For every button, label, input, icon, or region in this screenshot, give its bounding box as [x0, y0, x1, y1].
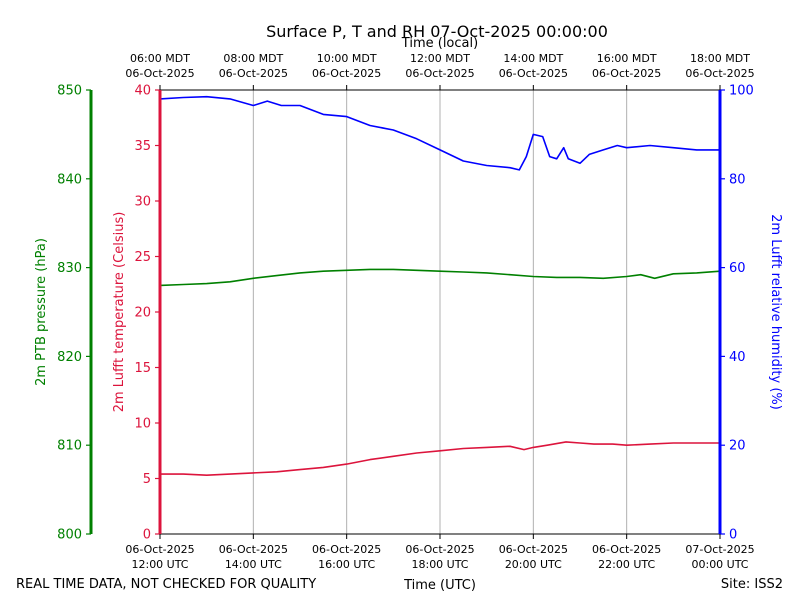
- temperature-series-line: [160, 441, 720, 476]
- x-top-tick-date: 06-Oct-2025: [312, 67, 381, 80]
- humidity-tick-label: 80: [729, 172, 746, 187]
- humidity-tick-label: 40: [729, 350, 746, 365]
- pressure-tick-label: 800: [57, 528, 82, 543]
- x-bottom-tick-date: 06-Oct-2025: [125, 543, 194, 556]
- x-top-tick-time: 18:00 MDT: [690, 52, 750, 65]
- pressure-axis-label: 2m PTB pressure (hPa): [34, 238, 49, 386]
- x-bottom-tick-date: 07-Oct-2025: [685, 543, 754, 556]
- x-top-tick-date: 06-Oct-2025: [219, 67, 288, 80]
- site-label: Site: ISS2: [721, 577, 783, 592]
- x-top-tick-time: 06:00 MDT: [130, 52, 190, 65]
- x-axis-bottom-label: Time (UTC): [403, 578, 476, 593]
- x-bottom-tick-time: 12:00 UTC: [131, 558, 188, 571]
- temperature-tick-label: 35: [134, 139, 151, 154]
- x-top-tick-date: 06-Oct-2025: [592, 67, 661, 80]
- x-top-tick-time: 14:00 MDT: [503, 52, 563, 65]
- x-top-tick-date: 06-Oct-2025: [405, 67, 474, 80]
- x-top-tick-time: 10:00 MDT: [317, 52, 377, 65]
- pressure-tick-label: 810: [57, 439, 82, 454]
- x-bottom-tick-time: 22:00 UTC: [598, 558, 655, 571]
- humidity-tick-label: 20: [729, 439, 746, 454]
- x-top-tick-time: 12:00 MDT: [410, 52, 470, 65]
- x-bottom-tick-time: 18:00 UTC: [411, 558, 468, 571]
- x-top-tick-date: 06-Oct-2025: [685, 67, 754, 80]
- humidity-axis-label: 2m Lufft relative humidity (%): [768, 214, 783, 410]
- x-top-tick-time: 16:00 MDT: [597, 52, 657, 65]
- temperature-tick-label: 0: [143, 528, 151, 543]
- x-bottom-tick-date: 06-Oct-2025: [405, 543, 474, 556]
- pressure-tick-label: 830: [57, 261, 82, 276]
- temperature-tick-label: 15: [134, 361, 151, 376]
- chart-series-layer: [159, 95, 721, 476]
- x-bottom-tick-date: 06-Oct-2025: [592, 543, 661, 556]
- pressure-tick-label: 850: [57, 84, 82, 99]
- x-top-tick-date: 06-Oct-2025: [499, 67, 568, 80]
- humidity-series-line: [159, 95, 720, 171]
- temperature-tick-label: 25: [134, 250, 151, 265]
- x-bottom-tick-date: 06-Oct-2025: [219, 543, 288, 556]
- x-bottom-tick-time: 16:00 UTC: [318, 558, 375, 571]
- temperature-tick-label: 20: [134, 306, 151, 321]
- humidity-tick-label: 100: [729, 84, 754, 99]
- x-bottom-tick-time: 20:00 UTC: [505, 558, 562, 571]
- temperature-tick-label: 30: [134, 195, 151, 210]
- x-top-tick-date: 06-Oct-2025: [125, 67, 194, 80]
- temperature-tick-label: 10: [134, 417, 151, 432]
- temperature-axis-label: 2m Lufft temperature (Celsius): [112, 212, 127, 413]
- temperature-tick-label: 40: [134, 84, 151, 99]
- humidity-tick-label: 60: [729, 261, 746, 276]
- x-bottom-tick-date: 06-Oct-2025: [499, 543, 568, 556]
- chart-title: Surface P, T and RH 07-Oct-2025 00:00:00: [266, 22, 608, 41]
- x-bottom-tick-time: 14:00 UTC: [225, 558, 282, 571]
- pressure-series-line: [159, 268, 721, 287]
- chart-grid: [252, 90, 628, 534]
- temperature-tick-label: 5: [143, 472, 151, 487]
- quality-disclaimer: REAL TIME DATA, NOT CHECKED FOR QUALITY: [16, 577, 316, 592]
- x-bottom-tick-date: 06-Oct-2025: [312, 543, 381, 556]
- x-top-tick-time: 08:00 MDT: [223, 52, 283, 65]
- pressure-tick-label: 840: [57, 172, 82, 187]
- humidity-tick-label: 0: [729, 528, 737, 543]
- x-bottom-tick-time: 00:00 UTC: [691, 558, 748, 571]
- x-axis-top-label: Time (local): [401, 36, 478, 51]
- chart-tick-layer: 800 810 820 830 840 850 0 5 10 15 20 25 30 35 40 0 20 40 6…: [57, 52, 754, 571]
- pressure-tick-label: 820: [57, 350, 82, 365]
